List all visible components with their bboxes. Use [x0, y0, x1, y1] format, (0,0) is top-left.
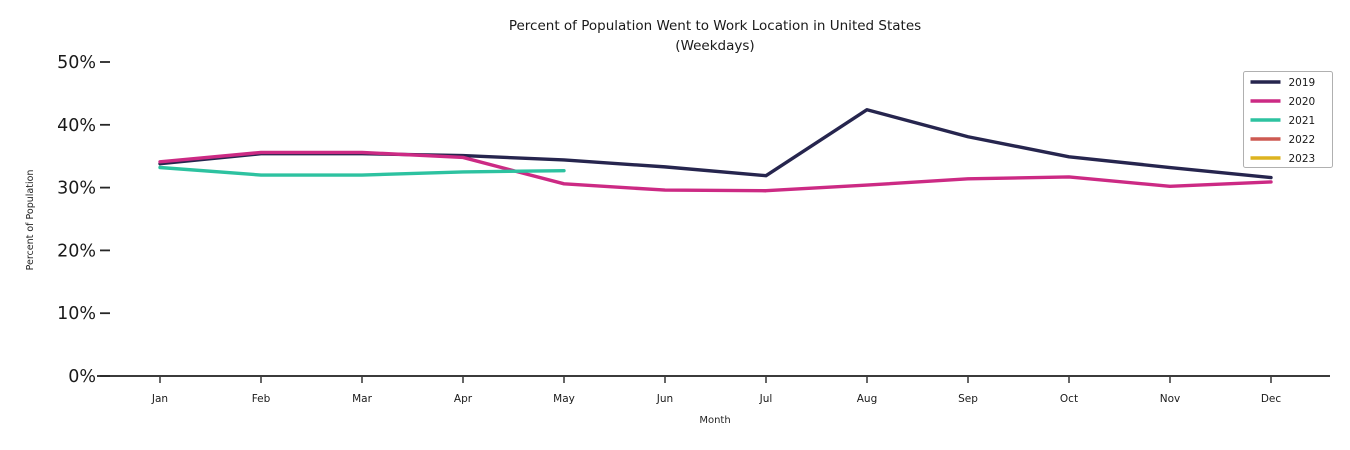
x-tick-label: Feb [252, 393, 271, 405]
x-tick-label: Sep [958, 393, 978, 405]
chart-generated-content: Jan Feb Mar Apr May Jun Jul Aug Sep Oct Nov Dec 0% 10… [57, 53, 1333, 405]
legend-box [1243, 71, 1333, 168]
y-tick-label: 10% [57, 304, 96, 324]
series-line-2021 [158, 165, 566, 177]
chart-title-line1: Percent of Population Went to Work Locat… [509, 18, 921, 34]
legend-label-2019: 2019 [1289, 77, 1316, 89]
x-tick-label: Dec [1261, 393, 1282, 405]
x-tick-label: Aug [857, 393, 878, 405]
y-tick-label: 0% [68, 367, 96, 387]
x-tick-label: May [553, 393, 575, 405]
chart-title-line2: (Weekdays) [675, 38, 754, 54]
x-tick-label: Apr [454, 393, 473, 405]
x-tick-label: Jun [656, 393, 673, 405]
legend-label-2021: 2021 [1289, 115, 1316, 127]
x-tick-label: Oct [1060, 393, 1078, 405]
legend-label-2022: 2022 [1289, 134, 1316, 146]
y-tick-label: 20% [57, 241, 96, 261]
x-tick-label: Nov [1160, 393, 1181, 405]
y-tick-label: 30% [57, 179, 96, 199]
y-tick-label: 50% [57, 53, 96, 73]
x-axis-label: Month [699, 415, 730, 426]
x-tick-label: Mar [352, 393, 372, 405]
legend-label-2020: 2020 [1289, 96, 1316, 108]
series-line-2020 [158, 150, 1273, 193]
y-tick-label: 40% [57, 116, 96, 136]
x-tick-label: Jul [759, 393, 773, 405]
series-line-2019 [158, 108, 1273, 180]
x-tick-label: Jan [151, 393, 168, 405]
legend-label-2023: 2023 [1289, 153, 1316, 165]
y-axis-label: Percent of Population [25, 170, 36, 271]
